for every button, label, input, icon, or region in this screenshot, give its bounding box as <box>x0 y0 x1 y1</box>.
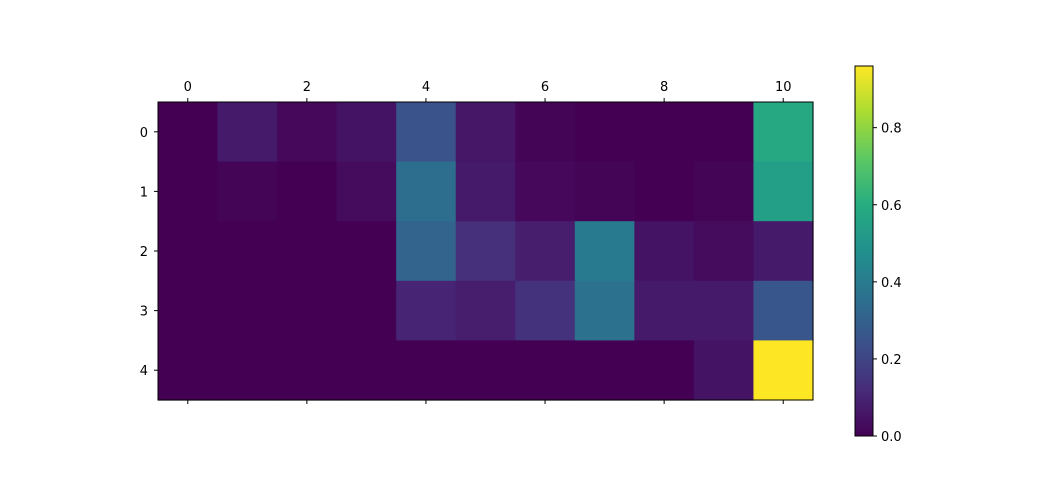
heatmap-cell-r0-c10 <box>753 102 814 163</box>
x-axis: 0 2 4 6 8 10 <box>184 80 792 404</box>
heatmap-cell-r1-c3 <box>336 161 397 222</box>
x-tick-label-6: 6 <box>541 80 549 95</box>
heatmap-cell-r3-c9 <box>693 280 755 341</box>
heatmap-cell-r0-c3 <box>336 102 397 163</box>
x-tick-label-2: 2 <box>303 80 311 95</box>
heatmap-cell-r2-c7 <box>574 221 635 282</box>
heatmap-cells <box>158 102 814 401</box>
y-tick-label-1: 1 <box>140 185 148 200</box>
heatmap-cell-r4-c8 <box>634 340 695 401</box>
heatmap-cell-r0-c2 <box>277 102 338 163</box>
heatmap-cell-r4-c4 <box>396 340 457 401</box>
heatmap-cell-r3-c6 <box>515 280 576 341</box>
heatmap-cell-r2-c6 <box>515 221 576 282</box>
heatmap-cell-r2-c9 <box>693 221 755 282</box>
y-tick-label-2: 2 <box>140 245 148 260</box>
y-tick-label-4: 4 <box>140 364 148 379</box>
colorbar: 0.0 0.2 0.4 0.6 0.8 <box>854 65 902 445</box>
heatmap-cell-r0-c6 <box>515 102 576 163</box>
heatmap-cell-r0-c9 <box>693 102 755 163</box>
colorbar-tick-label-1: 0.2 <box>881 353 902 368</box>
heatmap-cell-r4-c2 <box>277 340 338 401</box>
heatmap-cell-r3-c4 <box>396 280 457 341</box>
heatmap-cell-r2-c2 <box>277 221 338 282</box>
heatmap-cell-r2-c3 <box>336 221 397 282</box>
heatmap-cell-r4-c6 <box>515 340 576 401</box>
heatmap-cell-r3-c8 <box>634 280 695 341</box>
heatmap-cell-r1-c5 <box>455 161 516 222</box>
heatmap-cell-r1-c8 <box>634 161 695 222</box>
heatmap-cell-r3-c10 <box>753 280 814 341</box>
heatmap-cell-r1-c2 <box>277 161 338 222</box>
heatmap-cell-r4-c1 <box>217 340 278 401</box>
heatmap-cell-r2-c4 <box>396 221 457 282</box>
heatmap-cell-r2-c1 <box>217 221 278 282</box>
heatmap-cell-r4-c5 <box>455 340 516 401</box>
x-tick-label-8: 8 <box>660 80 668 95</box>
heatmap-cell-r2-c5 <box>455 221 516 282</box>
x-tick-label-0: 0 <box>184 80 192 95</box>
colorbar-tick-label-2: 0.4 <box>881 276 902 291</box>
y-axis: 0 1 2 3 4 <box>140 126 158 379</box>
heatmap-cell-r0-c4 <box>396 102 457 163</box>
heatmap-cell-r1-c1 <box>217 161 278 222</box>
heatmap-cell-r3-c3 <box>336 280 397 341</box>
y-tick-label-3: 3 <box>140 305 148 320</box>
heatmap-cell-r0-c1 <box>217 102 278 163</box>
heatmap-cell-r3-c7 <box>574 280 635 341</box>
heatmap-cell-r3-c0 <box>158 280 219 341</box>
colorbar-tick-label-4: 0.8 <box>881 122 902 137</box>
heatmap-cell-r0-c5 <box>455 102 516 163</box>
heatmap-cell-r0-c7 <box>574 102 635 163</box>
heatmap-cell-r1-c4 <box>396 161 457 222</box>
heatmap-cell-r3-c1 <box>217 280 278 341</box>
heatmap-cell-r0-c8 <box>634 102 695 163</box>
y-tick-label-0: 0 <box>140 126 148 141</box>
heatmap-cell-r2-c0 <box>158 221 219 282</box>
heatmap-cell-r4-c10 <box>753 340 814 401</box>
colorbar-tick-label-0: 0.0 <box>881 430 902 445</box>
heatmap-cell-r1-c0 <box>158 161 219 222</box>
heatmap-cell-r1-c7 <box>574 161 635 222</box>
heatmap-cell-r4-c7 <box>574 340 635 401</box>
heatmap-cell-r1-c6 <box>515 161 576 222</box>
colorbar-gradient <box>854 65 874 437</box>
heatmap-cell-r1-c10 <box>753 161 814 222</box>
heatmap-cell-r0-c0 <box>158 102 219 163</box>
heatmap-cell-r4-c0 <box>158 340 219 401</box>
heatmap-cell-r4-c3 <box>336 340 397 401</box>
heatmap-cell-r2-c10 <box>753 221 814 282</box>
x-tick-label-10: 10 <box>775 80 792 95</box>
heatmap-cell-r1-c9 <box>693 161 755 222</box>
colorbar-tick-label-3: 0.6 <box>881 199 902 214</box>
heatmap-cell-r3-c5 <box>455 280 516 341</box>
x-tick-label-4: 4 <box>422 80 430 95</box>
heatmap-cell-r2-c8 <box>634 221 695 282</box>
heatmap-cell-r4-c9 <box>693 340 755 401</box>
heatmap-cell-r3-c2 <box>277 280 338 341</box>
